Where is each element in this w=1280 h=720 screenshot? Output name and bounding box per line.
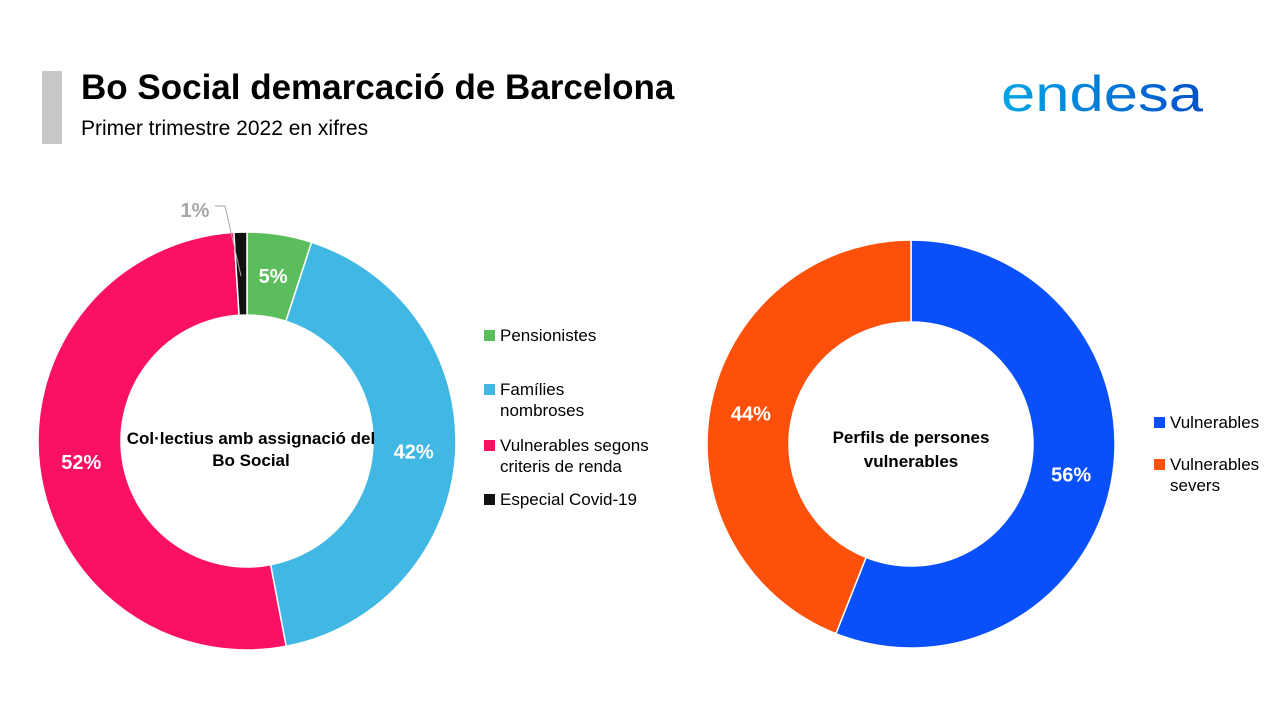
page-subtitle: Primer trimestre 2022 en xifres xyxy=(81,117,369,140)
value-label-families-nombroses: 42% xyxy=(394,441,434,463)
donut-chart-1: 5% 42% 52% 1% Col·lectius amb assignació del… xyxy=(37,200,457,651)
value-label-especial-covid-19: 1% xyxy=(181,200,210,222)
slice-vulnerables-severs xyxy=(706,239,912,635)
legend-label: Especial Covid-19 xyxy=(500,490,638,509)
slice-families-nombroses xyxy=(269,241,457,648)
svg-text:endesa: endesa xyxy=(1001,70,1203,120)
value-label-vulnerables-severs: 44% xyxy=(731,403,771,425)
page-title: Bo Social demarcació de Barcelona xyxy=(81,68,675,107)
slice-vulnerables xyxy=(834,239,1116,649)
value-label-vulnerables-segons-criteris-de-renda: 52% xyxy=(61,452,101,474)
center-label-line: Col·lectius amb assignació del xyxy=(127,429,375,448)
legend-swatch xyxy=(484,384,495,395)
slice-vulnerables-segons-criteris-de-renda xyxy=(37,231,288,651)
title-accent-bar xyxy=(42,71,62,144)
legend-swatch xyxy=(1154,417,1165,428)
legend-label: Famílies nombroses xyxy=(500,380,585,420)
legend-swatch xyxy=(1154,459,1165,470)
legend-label: Vulnerables segons criteris de renda xyxy=(500,436,649,476)
leader-line xyxy=(215,205,242,277)
legend-swatch xyxy=(484,330,495,341)
legend-swatch xyxy=(484,494,495,505)
legend-swatch xyxy=(484,440,495,451)
center-label-line: Bo Social xyxy=(212,451,289,470)
legend-label: Vulnerables xyxy=(1170,413,1260,432)
center-label-line: vulnerables xyxy=(864,452,959,471)
center-label-line: Perfils de persones xyxy=(833,428,990,447)
value-label-vulnerables: 56% xyxy=(1051,465,1091,487)
donut-chart-2: 56% 44% Perfils de persones vulnerables xyxy=(706,239,1116,649)
endesa-logo: endesa xyxy=(998,66,1208,122)
legend-label: Pensionistes xyxy=(500,326,597,345)
value-label-pensionistes: 5% xyxy=(259,266,288,288)
legend-label: Vulnerables severs xyxy=(1170,455,1260,495)
